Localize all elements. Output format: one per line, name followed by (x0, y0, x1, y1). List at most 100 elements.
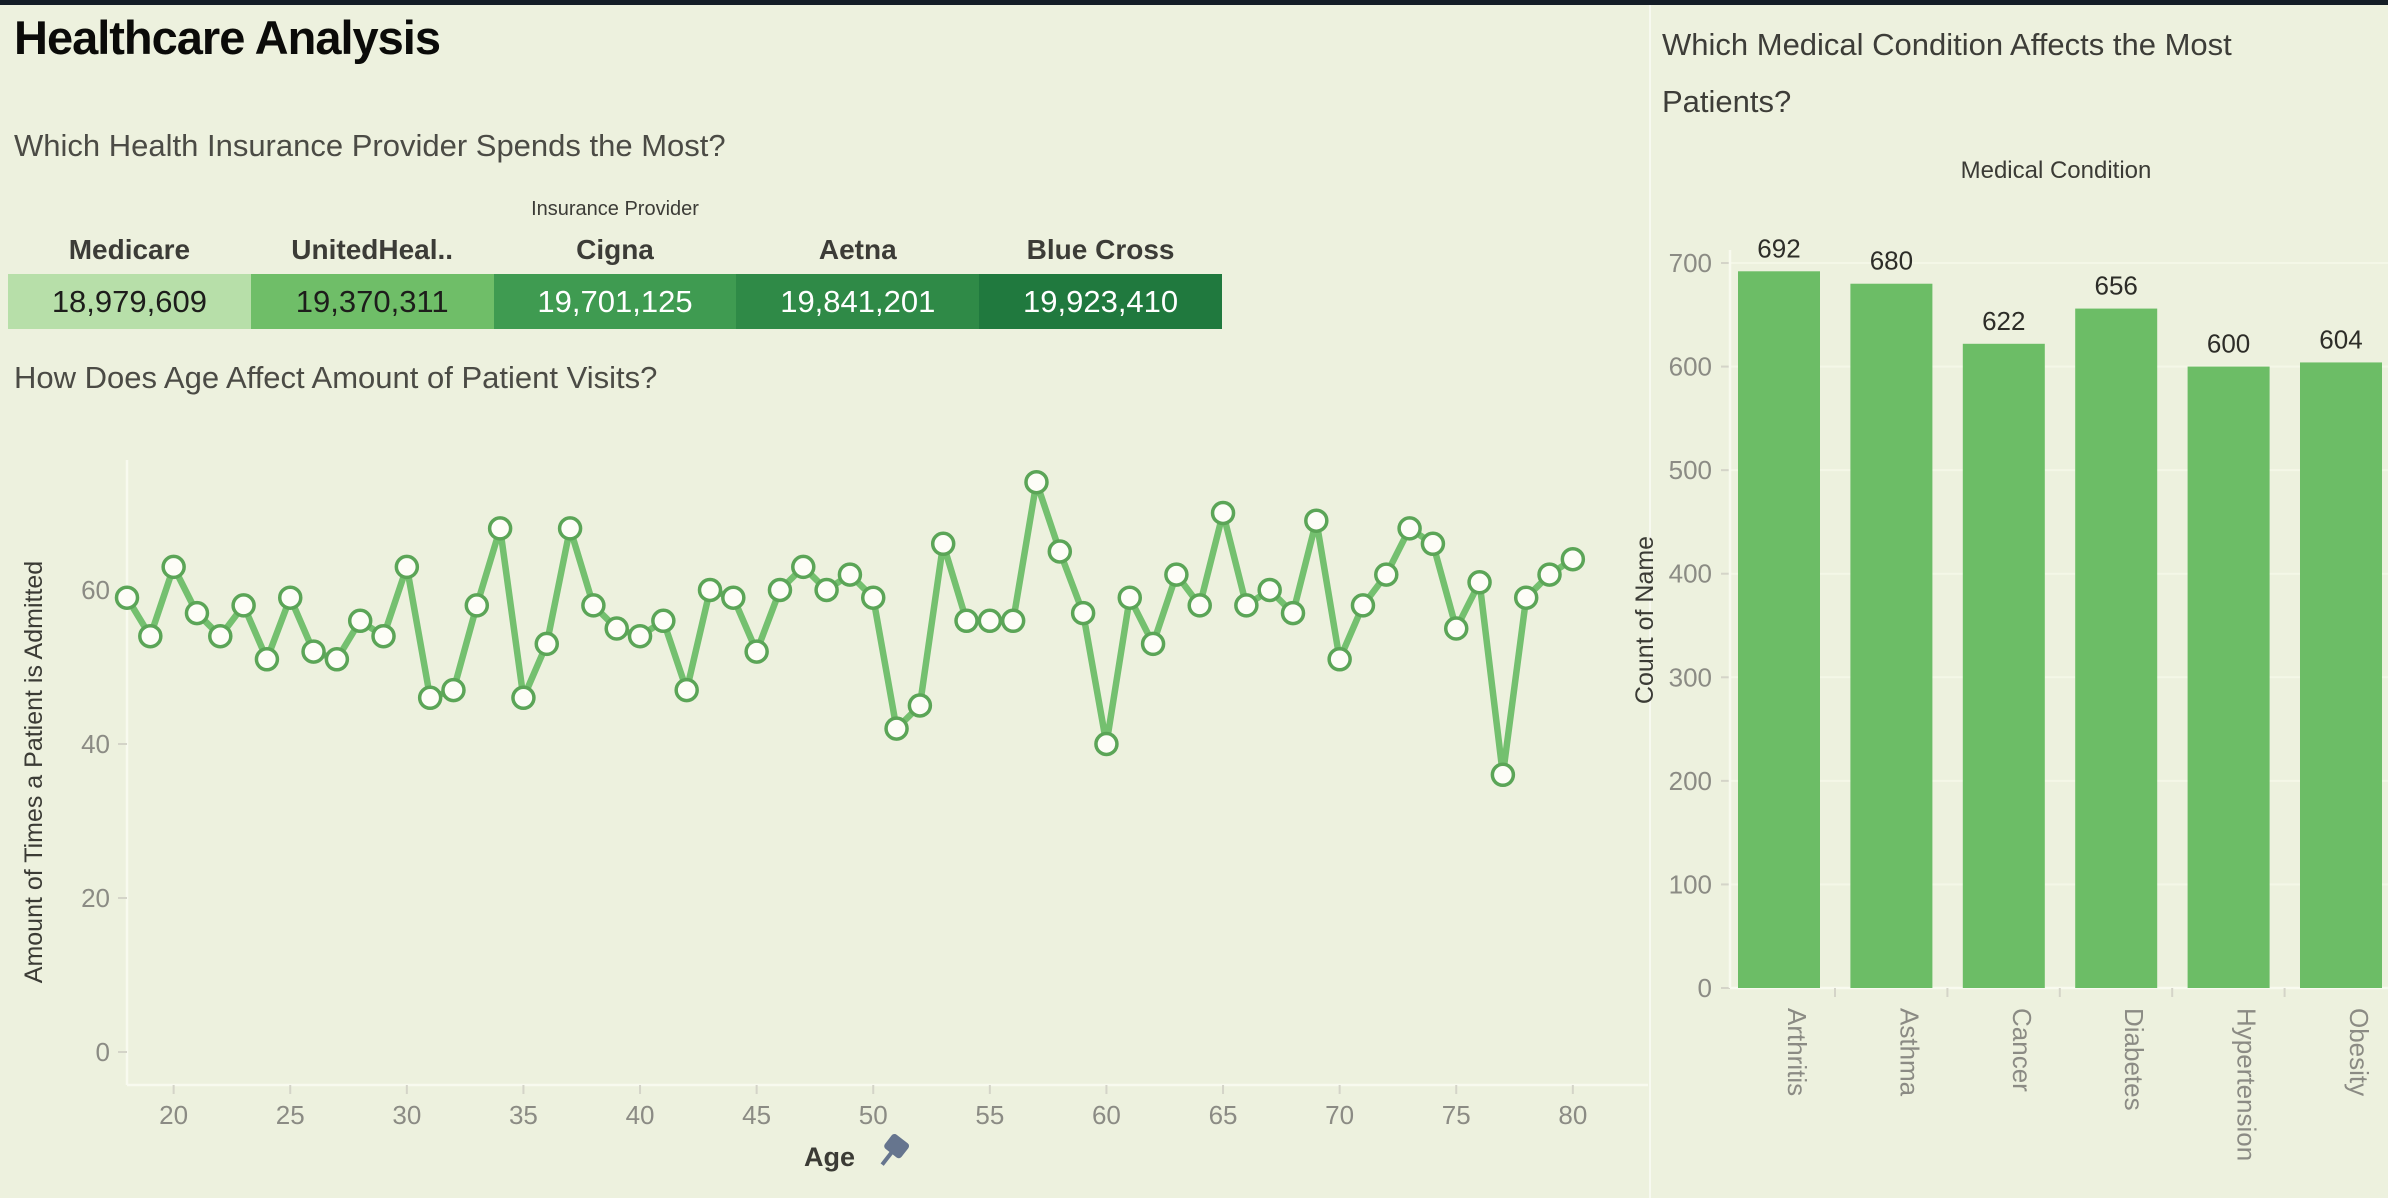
data-point-marker[interactable] (557, 516, 583, 541)
bar-hypertension[interactable] (2187, 366, 2270, 989)
bar-asthma[interactable] (1850, 283, 1933, 988)
data-point-marker[interactable] (674, 677, 699, 703)
data-point-marker[interactable] (511, 685, 536, 711)
data-point-marker[interactable] (767, 577, 793, 603)
data-point-marker[interactable] (394, 554, 420, 580)
insurance-column-header[interactable]: Aetna (818, 234, 897, 265)
data-point-marker[interactable] (301, 639, 326, 664)
line-chart-y-tick-label: 40 (81, 729, 110, 759)
data-point-marker[interactable] (1304, 508, 1329, 533)
bar-category-label[interactable]: Hypertension (2232, 1008, 2262, 1161)
data-point-marker[interactable] (1490, 762, 1516, 788)
data-point-marker[interactable] (371, 623, 396, 649)
data-point-marker[interactable] (627, 623, 653, 649)
bar-value-label: 622 (1982, 306, 2025, 336)
data-point-marker[interactable] (1187, 593, 1212, 618)
line-chart-x-tick-label: 20 (159, 1100, 188, 1130)
data-point-marker[interactable] (581, 593, 606, 618)
line-chart-y-tick-label: 20 (81, 883, 110, 913)
data-point-marker[interactable] (884, 716, 909, 741)
data-point-marker[interactable] (138, 623, 163, 649)
data-point-marker[interactable] (1327, 647, 1352, 672)
insurance-value-cell[interactable]: 19,701,125 (493, 274, 737, 329)
data-point-marker[interactable] (254, 647, 280, 672)
bar-chart-y-axis-title[interactable]: Count of Name (1631, 536, 1659, 704)
data-point-marker[interactable] (534, 631, 560, 657)
data-point-marker[interactable] (930, 531, 956, 557)
bar-chart-y-tick-label: 600 (1669, 352, 1712, 382)
bar-obesity[interactable] (2300, 362, 2382, 988)
data-point-marker[interactable] (1164, 562, 1189, 587)
data-point-marker[interactable] (744, 639, 769, 664)
data-point-marker[interactable] (1537, 562, 1562, 587)
data-point-marker[interactable] (837, 562, 863, 587)
data-point-marker[interactable] (161, 554, 186, 580)
data-point-marker[interactable] (1047, 539, 1073, 564)
bar-category-label[interactable]: Arthritis (1782, 1008, 1812, 1096)
insurance-column-header[interactable]: UnitedHeal.. (291, 234, 454, 265)
data-point-marker[interactable] (1257, 577, 1282, 603)
insurance-value-cell[interactable]: 19,923,410 (979, 274, 1222, 329)
admissions-line-series (123, 478, 1577, 779)
bar-chart-y-tick-label: 0 (1698, 973, 1712, 1003)
data-point-marker[interactable] (651, 608, 676, 634)
insurance-column-header[interactable]: Blue Cross (1026, 234, 1175, 265)
data-point-marker[interactable] (1140, 631, 1166, 657)
bar-chart-y-tick-label: 500 (1669, 455, 1712, 485)
data-point-marker[interactable] (977, 608, 1003, 634)
bar-category-label[interactable]: Obesity (2344, 1008, 2374, 1096)
data-point-marker[interactable] (604, 616, 629, 641)
data-point-marker[interactable] (1467, 570, 1492, 595)
insurance-heatmap-table: Insurance Provider Medicare UnitedHeal.. C… (8, 198, 1222, 329)
data-point-marker[interactable] (791, 554, 816, 580)
data-point-marker[interactable] (1094, 731, 1119, 757)
data-point-marker[interactable] (1070, 600, 1096, 626)
data-point-marker[interactable] (1397, 516, 1422, 541)
data-point-marker[interactable] (860, 585, 886, 610)
bar-category-label[interactable]: Diabetes (2119, 1008, 2149, 1111)
line-chart-x-axis-title[interactable]: Age (804, 1142, 855, 1172)
bar-arthritis[interactable] (1738, 271, 1820, 988)
line-chart-x-tick-label: 45 (742, 1100, 771, 1130)
bar-diabetes[interactable] (2075, 308, 2158, 988)
bar-cancer[interactable] (1962, 343, 2045, 989)
insurance-value-cell[interactable]: 19,841,201 (736, 274, 980, 329)
data-point-marker[interactable] (231, 593, 256, 618)
data-point-marker[interactable] (1513, 585, 1539, 610)
insurance-column-header[interactable]: Cigna (576, 234, 654, 265)
data-point-marker[interactable] (324, 647, 350, 672)
insurance-value-cell[interactable]: 19,370,311 (250, 274, 494, 329)
data-point-marker[interactable] (208, 623, 233, 649)
data-point-marker[interactable] (814, 577, 839, 603)
bar-category-label[interactable]: Asthma (1894, 1008, 1924, 1097)
data-point-marker[interactable] (114, 585, 140, 610)
data-point-marker[interactable] (1234, 593, 1259, 618)
insurance-value-cell[interactable]: 18,979,609 (8, 274, 251, 329)
data-point-marker[interactable] (417, 685, 443, 711)
line-chart-y-axis-title[interactable]: Amount of Times a Patient is Admitted (20, 561, 48, 983)
data-point-marker[interactable] (347, 608, 373, 634)
data-point-marker[interactable] (464, 593, 490, 618)
data-point-marker[interactable] (697, 577, 723, 603)
data-point-marker[interactable] (1210, 500, 1236, 526)
data-point-marker[interactable] (1420, 531, 1446, 557)
data-point-marker[interactable] (1374, 562, 1399, 587)
data-point-marker[interactable] (954, 608, 979, 634)
data-point-marker[interactable] (1000, 608, 1026, 634)
data-point-marker[interactable] (721, 585, 746, 610)
data-point-marker[interactable] (441, 677, 466, 703)
data-point-marker[interactable] (1280, 600, 1306, 626)
insurance-column-header[interactable]: Medicare (68, 234, 191, 265)
data-point-marker[interactable] (907, 693, 933, 718)
data-point-marker[interactable] (1560, 546, 1586, 572)
data-point-marker[interactable] (277, 585, 303, 610)
line-chart-x-tick-label: 30 (392, 1100, 421, 1130)
data-point-marker[interactable] (1350, 593, 1376, 618)
data-point-marker[interactable] (184, 600, 210, 626)
data-point-marker[interactable] (1024, 469, 1049, 495)
line-chart-x-tick-label: 50 (859, 1100, 888, 1130)
data-point-marker[interactable] (487, 516, 513, 541)
data-point-marker[interactable] (1443, 616, 1469, 641)
bar-category-label[interactable]: Cancer (2007, 1008, 2037, 1092)
data-point-marker[interactable] (1117, 585, 1143, 610)
